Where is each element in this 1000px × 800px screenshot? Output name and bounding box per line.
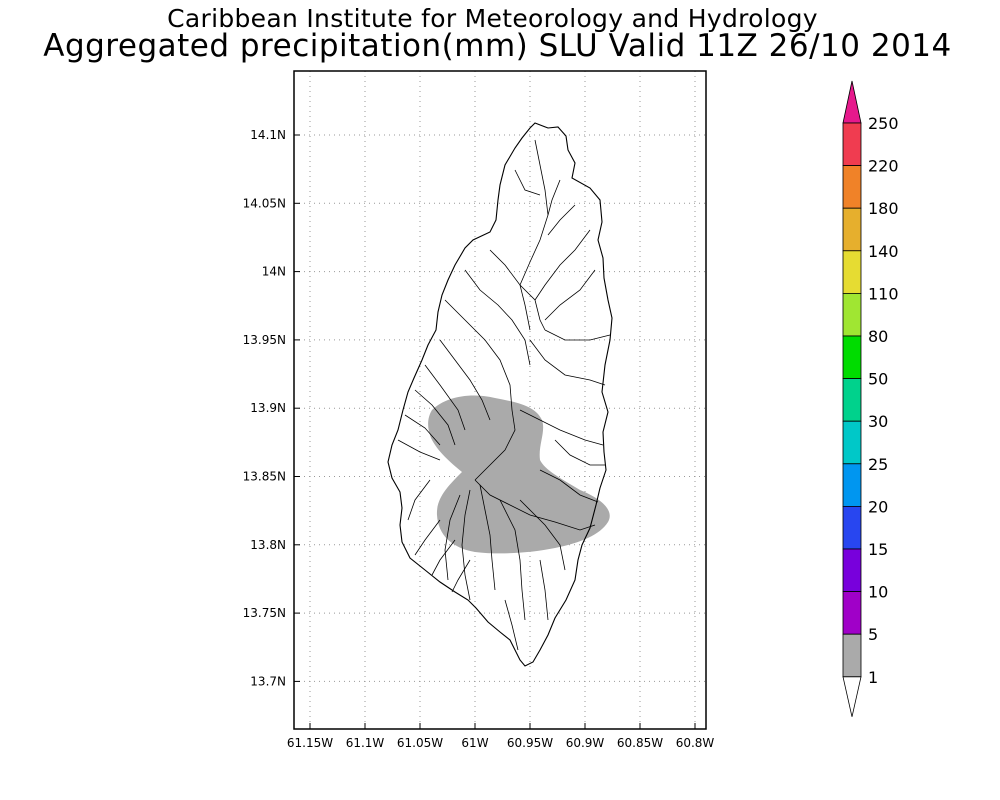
lon-tick-label: 61.05W	[397, 736, 443, 750]
colorbar-segment	[842, 207, 862, 252]
colorbar-label: 250	[868, 114, 899, 133]
colorbar-segment	[842, 292, 862, 337]
colorbar: 250 220 180 140 110 80 50 30 25 20 15 10 5 1	[842, 80, 899, 717]
colorbar-label: 25	[868, 455, 888, 474]
lon-axis: 61.15W 61.1W 61.05W 61W 60.95W 60.9W 60.85W 60.…	[287, 723, 715, 750]
precip-area-1-5mm	[428, 395, 610, 554]
lat-tick-label: 13.85N	[243, 470, 286, 484]
colorbar-label: 220	[868, 157, 899, 176]
lat-tick-label: 13.7N	[250, 674, 286, 688]
colorbar-label: 1	[868, 668, 878, 687]
colorbar-segment	[842, 165, 862, 209]
colorbar-label: 180	[868, 199, 899, 218]
lat-tick-label: 13.9N	[250, 401, 286, 415]
colorbar-label: 5	[868, 625, 878, 644]
colorbar-label: 10	[868, 583, 888, 602]
river-lines	[397, 139, 611, 651]
colorbar-segment	[842, 378, 862, 422]
title-line-1: Caribbean Institute for Meteorology and …	[167, 4, 818, 33]
lat-tick-label: 13.95N	[243, 333, 286, 347]
colorbar-label: 15	[868, 540, 888, 559]
colorbar-label: 140	[868, 242, 899, 261]
lon-tick-label: 60.85W	[617, 736, 663, 750]
colorbar-segment	[842, 633, 862, 678]
lat-tick-label: 14.05N	[243, 196, 286, 210]
colorbar-label: 20	[868, 497, 888, 516]
map-title: Aggregated precipitation(mm) SLU Valid 1…	[43, 28, 952, 64]
colorbar-bottom-triangle	[842, 676, 862, 717]
colorbar-label: 30	[868, 412, 888, 431]
lon-tick-label: 61.1W	[346, 736, 385, 750]
lat-tick-label: 14.1N	[250, 128, 286, 142]
colorbar-segment	[842, 548, 862, 592]
colorbar-label: 50	[868, 370, 888, 389]
colorbar-segment	[842, 505, 862, 550]
colorbar-segment	[842, 335, 862, 379]
lat-tick-label: 14N	[262, 265, 286, 279]
lat-tick-label: 13.75N	[243, 606, 286, 620]
map-frame	[293, 70, 707, 730]
lon-tick-label: 60.9W	[566, 736, 605, 750]
lon-tick-label: 61.15W	[287, 736, 333, 750]
colorbar-segment	[842, 122, 862, 166]
colorbar-label: 110	[868, 284, 899, 303]
colorbar-label: 80	[868, 327, 888, 346]
lon-tick-label: 60.95W	[507, 736, 553, 750]
lat-tick-label: 13.8N	[250, 538, 286, 552]
lon-tick-label: 61W	[461, 736, 488, 750]
colorbar-top-triangle	[842, 80, 862, 124]
island-coastline	[387, 122, 613, 667]
colorbar-segment	[842, 463, 862, 507]
lon-tick-label: 60.8W	[676, 736, 715, 750]
colorbar-segment	[842, 420, 862, 465]
lat-axis: 14.1N 14.05N 14N 13.95N 13.9N 13.85N 13.8N 13.7…	[243, 128, 300, 688]
colorbar-segment	[842, 591, 862, 635]
colorbar-segment	[842, 250, 862, 294]
